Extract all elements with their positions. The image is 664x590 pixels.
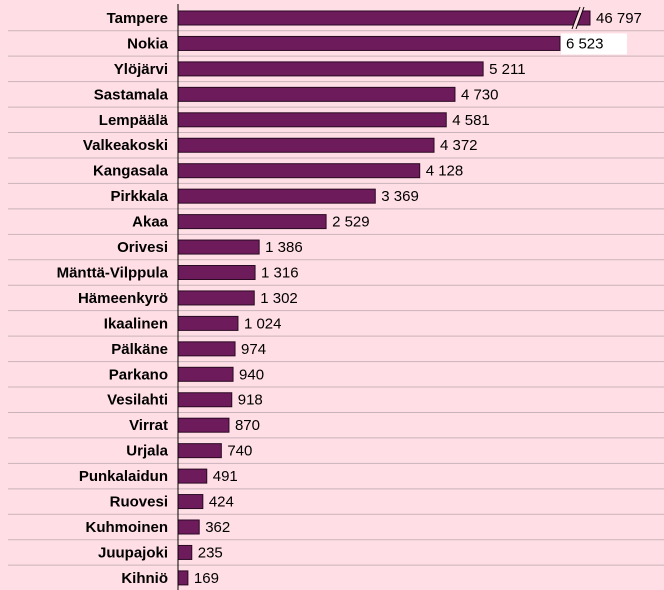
bar (177, 392, 233, 408)
y-tick-label: Tampere (107, 10, 168, 27)
bar (177, 544, 193, 560)
axis-break-line (575, 6, 585, 30)
value-label: 169 (194, 570, 219, 587)
y-tick-label: Kangasala (93, 163, 169, 180)
value-label: 1 386 (265, 239, 303, 256)
value-label: 1 316 (261, 264, 299, 281)
bar (177, 443, 222, 459)
y-tick-label: Lempäälä (99, 112, 169, 129)
value-label: 5 211 (489, 61, 525, 78)
y-tick-label: Parkano (109, 366, 168, 383)
y-tick-label: Nokia (127, 35, 169, 52)
bar (177, 112, 447, 128)
bar (177, 417, 230, 433)
bar (177, 468, 208, 484)
y-tick-label: Akaa (132, 214, 169, 231)
y-tick-label: Kihniö (121, 570, 168, 587)
y-tick-label: Mänttä-Vilppula (57, 264, 169, 281)
bar (177, 494, 204, 510)
y-tick-label: Valkeakoski (83, 137, 168, 154)
y-tick-label: Sastamala (94, 86, 169, 103)
y-tick-label: Hämeenkyrö (78, 290, 168, 307)
y-tick-label: Kuhmoinen (86, 519, 169, 536)
value-label: 362 (205, 519, 230, 536)
y-tick-label: Ikaalinen (104, 315, 168, 332)
bar (177, 137, 435, 153)
bar (177, 61, 484, 77)
axis-break-line (571, 6, 581, 30)
bar (177, 10, 591, 26)
value-label: 2 529 (332, 214, 370, 231)
bar (177, 265, 256, 280)
value-label: 4 372 (440, 137, 478, 154)
bar (177, 214, 327, 230)
bar (177, 519, 200, 535)
bar (177, 163, 421, 179)
y-tick-label: Ylöjärvi (114, 61, 168, 78)
value-label: 740 (227, 443, 252, 460)
value-label: 424 (209, 494, 234, 511)
bar (177, 341, 236, 357)
value-label: 940 (239, 366, 264, 383)
bar (177, 239, 260, 255)
axis-break (572, 7, 584, 29)
y-tick-label: Pälkäne (111, 341, 168, 358)
y-tick-label: Orivesi (117, 239, 168, 256)
bar (177, 35, 561, 51)
y-tick-label: Pirkkala (110, 188, 168, 205)
value-label: 6 523 (566, 35, 604, 52)
y-tick-label: Juupajoki (98, 544, 168, 561)
value-label: 235 (198, 544, 223, 561)
label-box (560, 33, 627, 55)
bar (177, 366, 234, 382)
y-tick-label: Vesilahti (107, 392, 168, 409)
bar (177, 188, 376, 204)
value-label: 1 302 (260, 290, 298, 307)
value-label: 3 369 (381, 188, 419, 205)
value-label: 46 797 (596, 10, 642, 27)
y-tick-label: Ruovesi (110, 494, 168, 511)
value-label: 1 024 (244, 315, 282, 332)
value-label: 4 128 (426, 163, 464, 180)
value-label: 918 (238, 392, 263, 409)
bar (177, 86, 456, 102)
bar (177, 315, 239, 331)
y-tick-label: Urjala (126, 443, 168, 460)
y-tick-label: Virrat (129, 417, 168, 434)
value-label: 491 (213, 468, 238, 485)
bar (177, 290, 255, 306)
y-tick-label: Punkalaidun (79, 468, 168, 485)
bar (177, 570, 189, 586)
value-label: 4 730 (461, 86, 499, 103)
value-label: 974 (241, 341, 266, 358)
value-label: 4 581 (452, 112, 490, 129)
value-label: 870 (235, 417, 260, 434)
